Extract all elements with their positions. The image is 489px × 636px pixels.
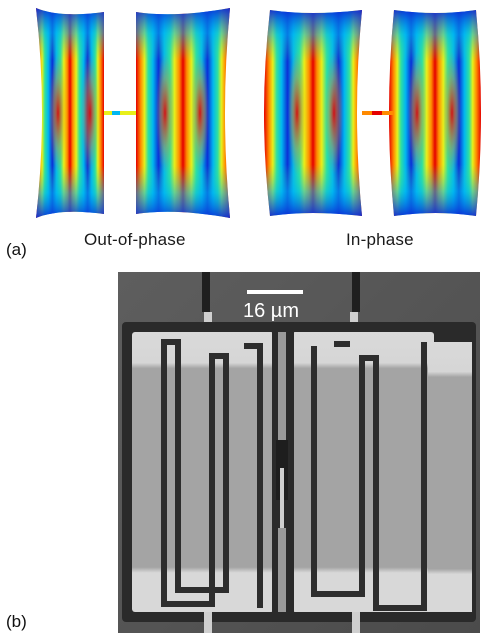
resonator-shape-out-of-phase-left (36, 8, 104, 218)
panel-b-label: (b) (6, 612, 27, 631)
resonator-shape-out-of-phase-right (136, 8, 230, 218)
caption-in-phase: In-phase (346, 230, 414, 249)
sem-micrograph (118, 272, 480, 633)
scale-bar (247, 290, 303, 294)
resonator-shape-in-phase-left (264, 10, 362, 216)
scale-bar-label: 16 µm (243, 300, 299, 322)
resonator-shape-in-phase-right (389, 10, 481, 216)
mode-shape-figure (36, 8, 481, 218)
panel-a-label: (a) (6, 240, 27, 259)
caption-out-of-phase: Out-of-phase (84, 230, 186, 249)
